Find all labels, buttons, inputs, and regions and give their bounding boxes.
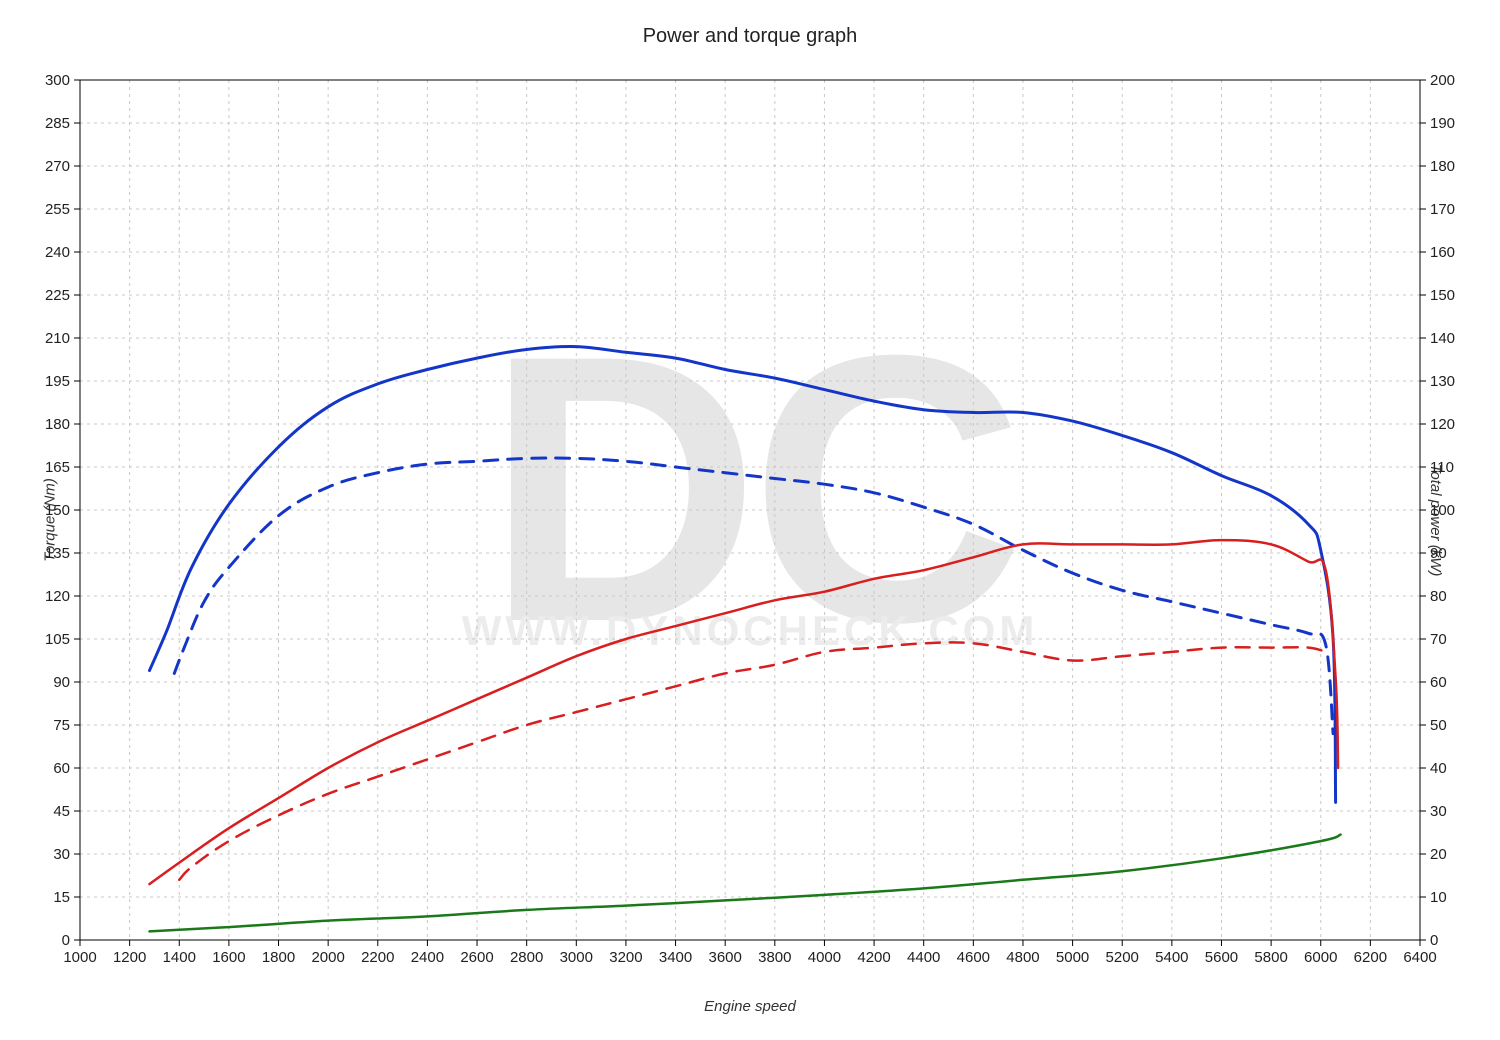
svg-text:5800: 5800 [1254,949,1287,966]
svg-text:2200: 2200 [361,949,394,966]
svg-text:255: 255 [45,201,70,218]
svg-text:15: 15 [53,889,70,906]
svg-text:60: 60 [1430,674,1447,691]
svg-text:0: 0 [1430,932,1438,949]
svg-text:4000: 4000 [808,949,841,966]
svg-text:150: 150 [1430,287,1455,304]
svg-text:30: 30 [53,846,70,863]
svg-text:180: 180 [45,416,70,433]
svg-text:5000: 5000 [1056,949,1089,966]
svg-text:3200: 3200 [609,949,642,966]
svg-text:270: 270 [45,158,70,175]
svg-text:45: 45 [53,803,70,820]
svg-text:105: 105 [45,631,70,648]
svg-text:165: 165 [45,459,70,476]
svg-text:1600: 1600 [212,949,245,966]
svg-text:90: 90 [1430,545,1447,562]
svg-text:285: 285 [45,115,70,132]
svg-text:75: 75 [53,717,70,734]
svg-text:4800: 4800 [1006,949,1039,966]
svg-text:120: 120 [45,588,70,605]
svg-text:180: 180 [1430,158,1455,175]
svg-text:4200: 4200 [857,949,890,966]
svg-text:160: 160 [1430,244,1455,261]
svg-text:195: 195 [45,373,70,390]
svg-text:135: 135 [45,545,70,562]
svg-text:2800: 2800 [510,949,543,966]
svg-text:170: 170 [1430,201,1455,218]
svg-text:225: 225 [45,287,70,304]
svg-text:150: 150 [45,502,70,519]
svg-text:5600: 5600 [1205,949,1238,966]
svg-text:4400: 4400 [907,949,940,966]
svg-text:2600: 2600 [460,949,493,966]
chart-svg: DCWWW.DYNOCHECK.COM100012001400160018002… [0,0,1500,1040]
svg-text:6400: 6400 [1403,949,1436,966]
svg-text:100: 100 [1430,502,1455,519]
svg-text:80: 80 [1430,588,1447,605]
svg-text:1200: 1200 [113,949,146,966]
svg-text:5400: 5400 [1155,949,1188,966]
svg-text:10: 10 [1430,889,1447,906]
dyno-chart: Power and torque graph Torque (Nm) Total… [0,0,1500,1040]
svg-text:3000: 3000 [560,949,593,966]
svg-text:240: 240 [45,244,70,261]
svg-text:50: 50 [1430,717,1447,734]
svg-text:140: 140 [1430,330,1455,347]
svg-text:3400: 3400 [659,949,692,966]
svg-text:200: 200 [1430,72,1455,89]
svg-text:110: 110 [1430,459,1454,476]
svg-text:130: 130 [1430,373,1455,390]
svg-text:90: 90 [53,674,70,691]
svg-text:300: 300 [45,72,70,89]
svg-text:6000: 6000 [1304,949,1337,966]
svg-text:30: 30 [1430,803,1447,820]
svg-text:60: 60 [53,760,70,777]
svg-text:1800: 1800 [262,949,295,966]
svg-text:2400: 2400 [411,949,444,966]
svg-text:5200: 5200 [1106,949,1139,966]
svg-text:1400: 1400 [163,949,196,966]
svg-text:20: 20 [1430,846,1447,863]
svg-text:40: 40 [1430,760,1447,777]
svg-text:0: 0 [62,932,70,949]
svg-text:190: 190 [1430,115,1455,132]
svg-text:120: 120 [1430,416,1455,433]
svg-text:3600: 3600 [708,949,741,966]
svg-text:6200: 6200 [1354,949,1387,966]
svg-text:210: 210 [45,330,70,347]
svg-text:1000: 1000 [63,949,96,966]
svg-text:WWW.DYNOCHECK.COM: WWW.DYNOCHECK.COM [462,607,1039,654]
svg-text:2000: 2000 [311,949,344,966]
svg-text:70: 70 [1430,631,1447,648]
svg-text:3800: 3800 [758,949,791,966]
svg-text:4600: 4600 [957,949,990,966]
